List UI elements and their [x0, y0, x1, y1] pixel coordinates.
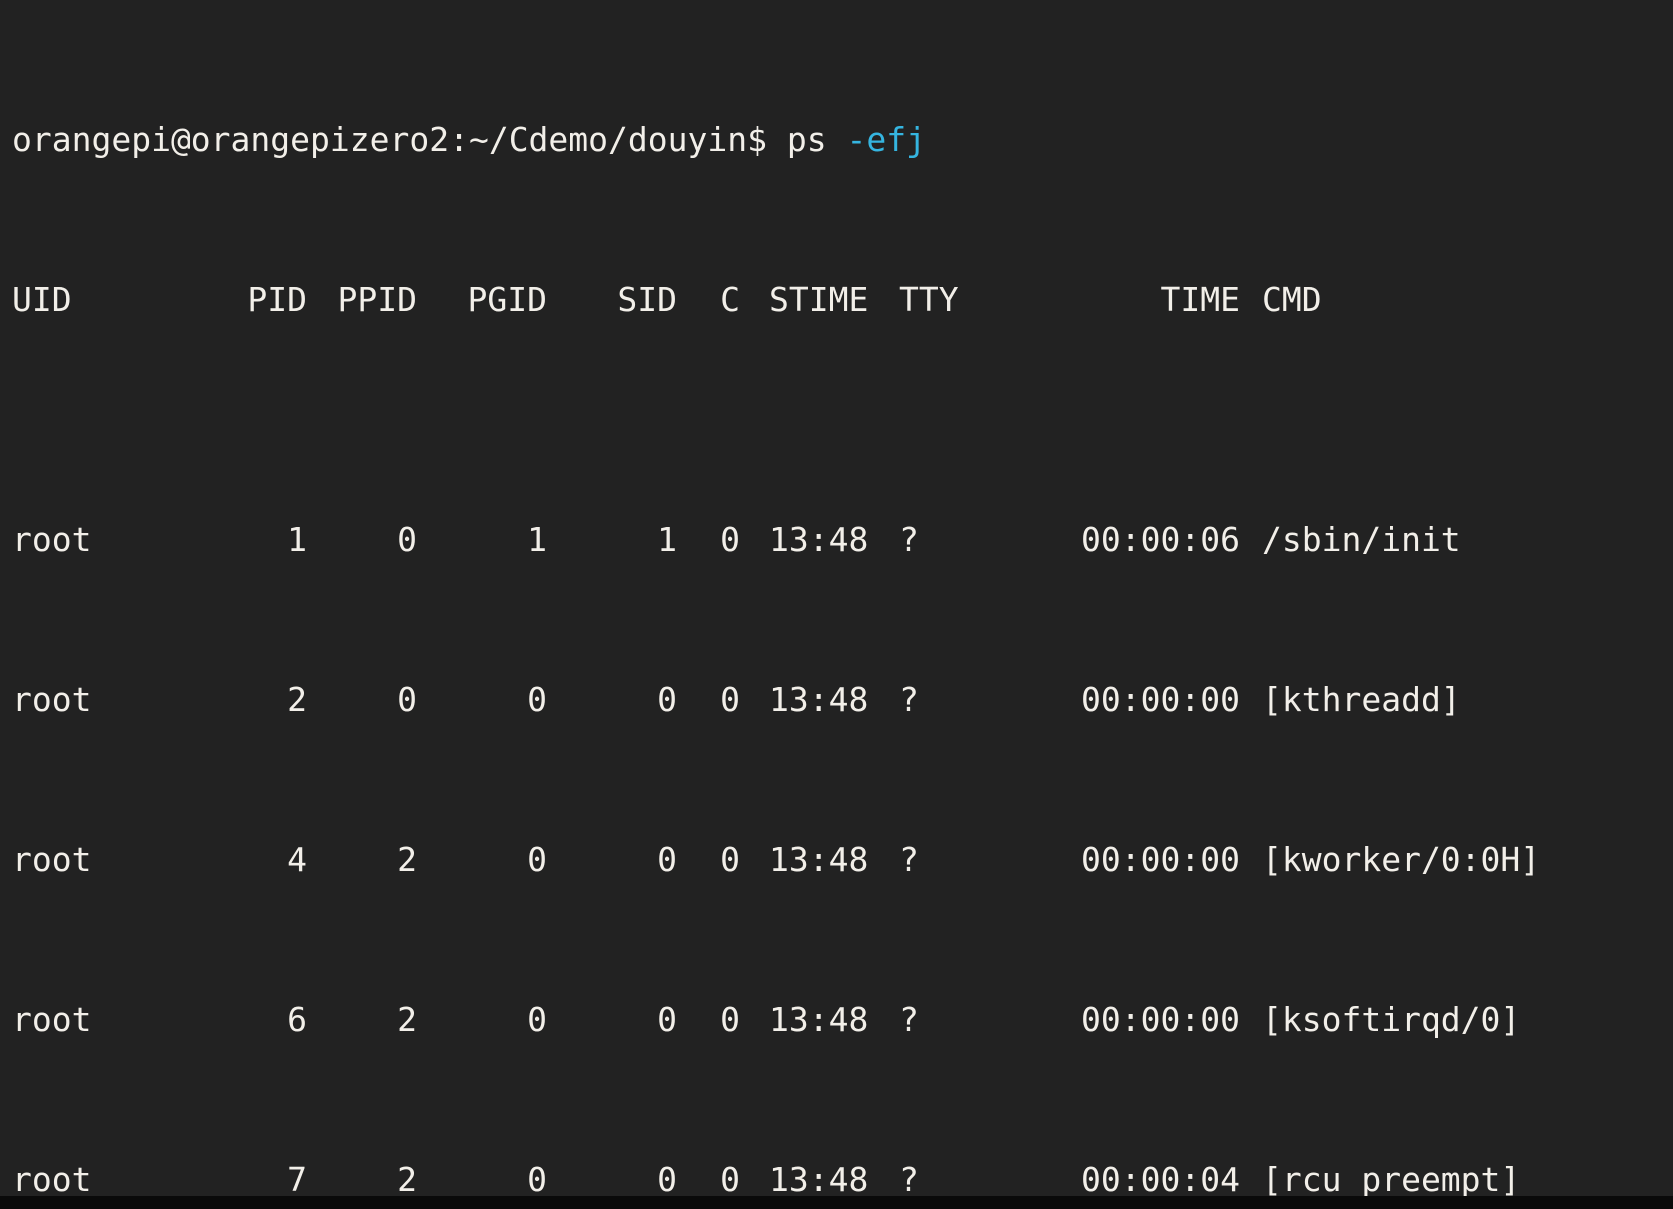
cell-pid: 7: [287, 1160, 307, 1196]
cell-c: 0: [720, 520, 740, 559]
cell-pgid: 0: [527, 680, 547, 719]
cell-time: 00:00:00: [1081, 1000, 1240, 1039]
shell-prompt-line: orangepi@orangepizero2:~/Cdemo/douyin$ p…: [12, 120, 1673, 160]
shell-prompt-and-command: orangepi@orangepizero2:~/Cdemo/douyin$ p…: [12, 120, 847, 159]
cell-cmd: [rcu_preempt]: [1262, 1160, 1521, 1196]
cell-tty: ?: [899, 520, 919, 559]
cell-cmd: [ksoftirqd/0]: [1262, 1000, 1521, 1039]
cell-sid: 0: [657, 1160, 677, 1196]
cell-ppid: 0: [397, 680, 417, 719]
cell-time: 00:00:00: [1081, 840, 1240, 879]
cell-cmd: [kthreadd]: [1262, 680, 1461, 719]
cell-c: 0: [720, 840, 740, 879]
ps-header-row: UID PID PPID PGID SID C STIME TTY TIME C…: [12, 280, 1673, 320]
process-list: root 1 0 1 1 0 13:48 ? 00:00:06 /sbin/in…: [12, 440, 1673, 1196]
cell-uid: root: [12, 1160, 92, 1196]
cell-uid: root: [12, 680, 92, 719]
process-row: root 2 0 0 0 0 13:48 ? 00:00:00 [kthread…: [12, 680, 1673, 720]
cell-stime: 13:48: [769, 840, 869, 879]
process-row: root 4 2 0 0 0 13:48 ? 00:00:00 [kworker…: [12, 840, 1673, 880]
cell-pgid: 1: [527, 520, 547, 559]
cell-ppid: 0: [397, 520, 417, 559]
cell-ppid: 2: [397, 1000, 417, 1039]
cell-uid: root: [12, 520, 92, 559]
process-row: root 7 2 0 0 0 13:48 ? 00:00:04 [rcu_pre…: [12, 1160, 1673, 1196]
cell-pgid: 0: [527, 1000, 547, 1039]
cell-c: 0: [720, 680, 740, 719]
cell-sid: 1: [657, 520, 677, 559]
cell-sid: 0: [657, 1000, 677, 1039]
header-sid: SID: [617, 280, 677, 319]
cell-ppid: 2: [397, 840, 417, 879]
process-row: root 6 2 0 0 0 13:48 ? 00:00:00 [ksoftir…: [12, 1000, 1673, 1040]
cell-uid: root: [12, 840, 92, 879]
cell-cmd: /sbin/init: [1262, 520, 1461, 559]
cell-ppid: 2: [397, 1160, 417, 1196]
process-row: root 1 0 1 1 0 13:48 ? 00:00:06 /sbin/in…: [12, 520, 1673, 560]
cell-cmd: [kworker/0:0H]: [1262, 840, 1541, 879]
cell-stime: 13:48: [769, 1000, 869, 1039]
cell-time: 00:00:00: [1081, 680, 1240, 719]
command-arguments: -efj: [846, 120, 926, 159]
cell-tty: ?: [899, 1000, 919, 1039]
header-tty: TTY: [899, 280, 959, 319]
cell-stime: 13:48: [769, 680, 869, 719]
cell-c: 0: [720, 1000, 740, 1039]
cell-sid: 0: [657, 840, 677, 879]
cell-pgid: 0: [527, 840, 547, 879]
cell-tty: ?: [899, 680, 919, 719]
cell-sid: 0: [657, 680, 677, 719]
cell-uid: root: [12, 1000, 92, 1039]
header-pid: PID: [247, 280, 307, 319]
cell-stime: 13:48: [769, 1160, 869, 1196]
header-cmd: CMD: [1262, 280, 1322, 319]
header-uid: UID: [12, 280, 72, 319]
cell-time: 00:00:06: [1081, 520, 1240, 559]
cell-pid: 2: [287, 680, 307, 719]
header-pgid: PGID: [467, 280, 547, 319]
cell-pid: 6: [287, 1000, 307, 1039]
cell-tty: ?: [899, 840, 919, 879]
header-ppid: PPID: [337, 280, 417, 319]
cell-pid: 1: [287, 520, 307, 559]
cell-pid: 4: [287, 840, 307, 879]
cell-time: 00:00:04: [1081, 1160, 1240, 1196]
header-time: TIME: [1160, 280, 1240, 319]
cell-stime: 13:48: [769, 520, 869, 559]
cell-tty: ?: [899, 1160, 919, 1196]
header-c: C: [720, 280, 740, 319]
header-stime: STIME: [769, 280, 869, 319]
cell-c: 0: [720, 1160, 740, 1196]
screen-bottom-edge: [0, 1196, 1673, 1209]
cell-pgid: 0: [527, 1160, 547, 1196]
